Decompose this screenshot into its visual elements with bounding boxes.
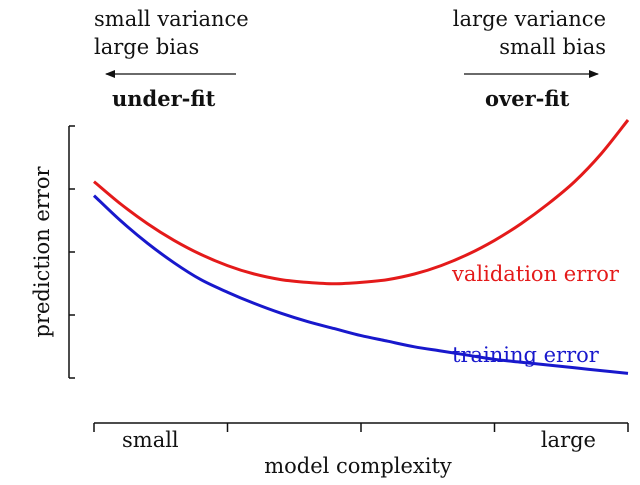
annotation-right-line2: small bias (499, 35, 606, 59)
x-tick-label: small (122, 428, 179, 452)
x-ticks: small large (93, 423, 629, 452)
overfit-label: over-fit (485, 86, 570, 111)
training-error-line (92, 194, 629, 375)
validation-error-line (93, 119, 630, 286)
y-axis-title: prediction error (30, 166, 54, 338)
y-ticks (69, 125, 75, 379)
x-tick-label: large (541, 428, 596, 452)
annotation-left-line2: large bias (94, 35, 199, 59)
annotation-left-line1: small variance (94, 7, 249, 31)
underfit-label: under-fit (112, 86, 216, 111)
training-error-label: training error (452, 343, 600, 367)
annotation-right-line1: large variance (453, 7, 606, 31)
validation-error-label: validation error (451, 262, 620, 286)
x-axis-title: model complexity (264, 454, 452, 478)
